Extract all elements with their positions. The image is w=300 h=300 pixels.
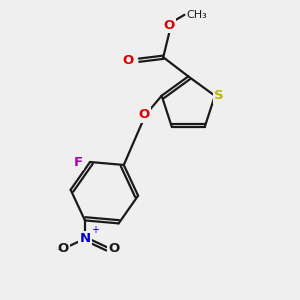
Text: O: O bbox=[109, 242, 120, 256]
Text: N: N bbox=[80, 232, 91, 245]
Text: O: O bbox=[138, 108, 150, 122]
Text: ⁻: ⁻ bbox=[56, 248, 62, 257]
Text: CH₃: CH₃ bbox=[187, 10, 208, 20]
Text: O: O bbox=[57, 242, 68, 256]
Text: O: O bbox=[123, 54, 134, 67]
Text: F: F bbox=[74, 155, 83, 169]
Text: +: + bbox=[91, 225, 98, 235]
Text: O: O bbox=[164, 19, 175, 32]
Text: S: S bbox=[214, 89, 224, 102]
